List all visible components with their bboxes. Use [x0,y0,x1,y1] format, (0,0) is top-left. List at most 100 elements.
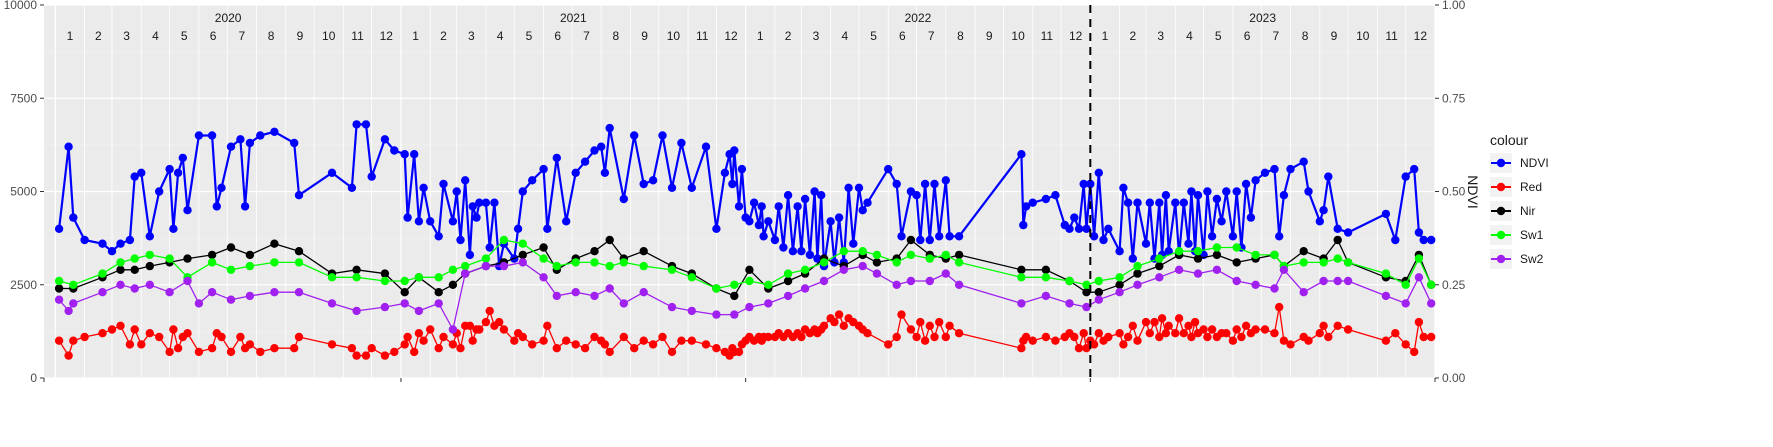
data-point-sw1 [712,284,721,293]
data-point-sw1 [730,280,739,289]
data-point-sw1 [1115,273,1124,282]
data-point-nir [130,265,139,274]
data-point-ndvi [728,179,737,189]
data-point-red [543,321,552,330]
data-point-ndvi [194,131,204,140]
data-point-ndvi [461,176,470,185]
data-point-red [1082,344,1091,353]
data-point-red [183,329,192,338]
legend-label: Sw2 [1520,252,1544,266]
data-point-sw2 [1414,273,1424,282]
data-point-red [173,344,183,353]
data-point-ndvi [849,239,858,248]
data-point-sw2 [712,310,721,319]
month-label: 5 [526,29,533,43]
data-point-ndvi [403,213,412,222]
data-point-red [1410,347,1419,357]
data-point-ndvi [452,187,461,196]
data-point-ndvi [925,235,934,245]
data-point-sw2 [730,310,739,319]
data-point-ndvi [1381,209,1391,219]
data-point-red [863,329,872,338]
data-point-sw1 [400,276,409,286]
month-label: 1 [412,29,419,43]
data-point-sw1 [1343,258,1353,267]
data-point-ndvi [1304,187,1313,196]
data-point-ndvi [1021,202,1031,211]
data-point-sw1 [1232,243,1241,252]
data-point-sw1 [764,280,773,289]
data-point-red [107,325,117,334]
data-point-sw1 [352,273,361,282]
data-point-nir [54,284,64,293]
data-point-ndvi [165,164,174,174]
data-point-ndvi [1051,191,1060,200]
data-point-nir [380,269,390,278]
data-point-ndvi [1260,168,1270,177]
month-label: 9 [297,29,304,43]
y-tick-label: 10000 [4,0,38,12]
month-label: 3 [123,29,130,43]
data-point-sw1 [499,235,509,245]
data-point-sw1 [1414,254,1424,263]
month-label: 2 [785,29,792,43]
data-point-red [1251,325,1260,334]
data-point-sw2 [54,295,64,304]
data-point-red [54,336,64,345]
data-point-sw2 [745,302,754,312]
data-point-ndvi [1222,187,1231,196]
data-point-nir [448,280,458,289]
data-point-sw2 [1319,276,1328,286]
y-tick-label: 7500 [10,91,37,105]
data-point-ndvi [1133,198,1142,207]
data-point-red [605,347,614,357]
data-point-sw1 [667,265,677,274]
data-point-ndvi [178,153,187,163]
data-point-ndvi [605,123,614,133]
data-point-nir [1299,247,1308,256]
data-point-sw1 [1017,273,1026,282]
data-point-red [380,351,390,360]
data-point-red [499,325,509,334]
data-point-ndvi [240,202,250,211]
data-point-nir [1094,288,1104,297]
data-point-sw1 [245,261,255,271]
data-point-ndvi [1324,172,1333,181]
data-point-ndvi [439,179,448,189]
legend-item-sw1: Sw1 [1490,225,1544,245]
data-point-sw1 [1094,276,1104,286]
data-point-sw2 [1299,288,1308,297]
month-label: 3 [468,29,475,43]
data-point-ndvi [1184,239,1193,248]
data-point-red [1401,340,1410,349]
legend-key-point [1496,206,1506,216]
data-point-red [439,332,448,342]
data-point-sw2 [414,306,424,316]
data-point-sw1 [872,250,882,260]
data-point-nir [872,258,882,267]
data-point-sw2 [839,265,848,274]
data-point-sw1 [69,280,78,289]
data-point-ndvi [69,213,78,222]
data-point-red [1017,344,1026,353]
data-point-red [270,344,279,353]
data-point-red [839,321,848,330]
series-sw2 [54,258,1436,334]
data-point-red [1419,332,1428,342]
data-point-red [217,332,226,342]
data-point-red [552,344,561,353]
data-point-red [677,336,686,345]
data-point-sw1 [906,250,916,260]
data-point-red [1315,329,1325,338]
data-point-sw2 [183,276,192,286]
data-point-ndvi [390,146,399,155]
data-point-sw1 [745,276,754,286]
data-point-red [1070,332,1079,342]
data-point-nir [1232,258,1241,267]
y2-tick-label: 0.50 [1442,185,1466,199]
data-point-ndvi [954,232,964,241]
data-point-ndvi [1017,150,1026,159]
data-point-red [419,336,428,345]
data-point-sw1 [892,258,901,267]
data-point-red [797,332,806,342]
